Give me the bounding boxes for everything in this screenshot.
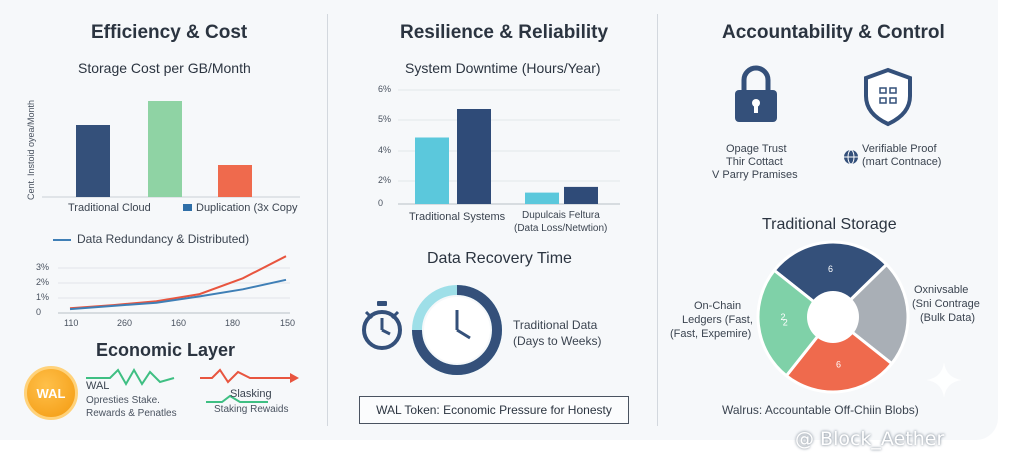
donut-slice-2 (830, 262, 910, 366)
walrus-caption: Walrus: Accountable Off-Chiin Blobs) (722, 403, 919, 417)
downtime-bar-2 (457, 109, 491, 204)
recovery-text-1: Traditional Data (513, 318, 598, 332)
legend-duplication-swatch (183, 204, 192, 211)
storage-bar-2 (148, 101, 182, 197)
donut-hole (807, 291, 859, 343)
efficiency-title: Efficiency & Cost (91, 22, 248, 43)
stopwatch-icon (362, 301, 402, 350)
onchain-text-1: On-Chain (694, 300, 742, 312)
label-duplicate-1: Dupulcais Feltura (522, 210, 600, 221)
economic-layer-title: Economic Layer (96, 340, 236, 360)
wal-text-1: WAL (86, 380, 110, 392)
teal-wave (206, 394, 268, 403)
watermark: @ Block_Aether (795, 428, 945, 450)
wal-coin-icon: WAL (24, 366, 78, 420)
offchain-text-2: (Sni Contrage (912, 298, 980, 310)
redundancy-ytick-3: 1% (36, 292, 50, 302)
wal-badge-text: WAL (36, 385, 66, 401)
offchain-text-1: Oxnivsable (914, 284, 969, 296)
donut-label-1: 6 (828, 264, 833, 274)
redundancy-ytick-1: 3% (36, 262, 50, 272)
storage-bar-3 (218, 165, 252, 197)
green-wave (86, 367, 175, 387)
verify-text-2: (mart Contnace) (862, 156, 942, 168)
redundancy-ytick-4: 0 (36, 307, 42, 317)
verify-text-1: Verifiable Proof (862, 143, 937, 155)
donut-label-3: 6 (836, 360, 841, 370)
legend-duplication: Duplication (3x Copy (196, 202, 298, 214)
red-arrow-icon (290, 373, 299, 383)
downtime-bar-1 (415, 137, 449, 204)
downtime-bar-3 (525, 192, 559, 204)
downtime-chart-title: System Downtime (Hours/Year) (405, 60, 601, 76)
donut-slice-3 (784, 314, 894, 394)
label-duplicate-2: (Data Loss/Netwtion) (514, 223, 608, 234)
slasking-text-1: Slasking (230, 388, 272, 400)
redundancy-xtick-2: 260 (117, 318, 133, 328)
wal-text-2: Opresties Stake. (86, 395, 160, 406)
downtime-ytick-3: 4% (378, 145, 392, 155)
donut-slice-4 (756, 268, 836, 378)
downtime-ytick-2: 5% (378, 114, 392, 124)
accountability-title: Accountability & Control (722, 22, 945, 43)
redundancy-xtick-5: 150 (280, 318, 296, 328)
recovery-text-2: (Days to Weeks) (513, 334, 602, 348)
redundancy-legend-swatch (53, 239, 71, 241)
opage-text-3: V Parry Pramises (712, 169, 798, 181)
downtime-ytick-5: 0 (378, 198, 384, 208)
redundancy-xtick-4: 180 (225, 318, 241, 328)
divider-right (657, 14, 658, 426)
downtime-ytick-1: 6% (378, 84, 392, 94)
wal-text-3: Rewards & Penatles (86, 408, 177, 419)
downtime-bar-4 (564, 186, 598, 204)
redundancy-legend: Data Redundancy & Distributed) (77, 232, 250, 246)
globe-icon (844, 149, 858, 165)
divider-left (327, 14, 328, 426)
redundancy-ytick-2: 2% (36, 277, 50, 287)
label-traditional-systems: Traditional Systems (409, 211, 506, 223)
lock-icon (735, 65, 777, 122)
opage-text-2: Thir Cottact (726, 156, 783, 168)
storage-chart-title: Storage Cost per GB/Month (78, 60, 251, 76)
shield-icon (864, 67, 912, 127)
redundancy-line-blue (69, 278, 287, 311)
downtime-ytick-4: 2% (378, 175, 392, 185)
onchain-text-2: Ledgers (Fast, (682, 314, 753, 326)
onchain-text-3: (Fast, Expemire) (670, 328, 752, 340)
red-wave (200, 368, 290, 384)
storage-bar-1 (76, 125, 110, 197)
wal-token-text: WAL Token: Economic Pressure for Honesty (376, 403, 612, 417)
wal-token-box: WAL Token: Economic Pressure for Honesty (359, 396, 629, 424)
recovery-title: Data Recovery Time (427, 250, 572, 267)
legend-traditional-cloud: Traditional Cloud (68, 202, 151, 214)
clock-ring-icon (412, 285, 502, 375)
resilience-title: Resilience & Reliability (400, 22, 609, 43)
donut-label-4: 2 (783, 317, 788, 327)
offchain-text-3: (Bulk Data) (920, 312, 976, 324)
redundancy-xtick-1: 110 (64, 318, 79, 328)
traditional-storage-title: Traditional Storage (762, 216, 897, 233)
slasking-text-2: Staking Rewaids (214, 404, 289, 415)
opage-text-1: Opage Trust (726, 143, 787, 155)
donut-inner-label-1: 2 (780, 312, 785, 322)
donut-slice-1 (772, 240, 889, 319)
redundancy-xtick-3: 160 (171, 318, 187, 328)
